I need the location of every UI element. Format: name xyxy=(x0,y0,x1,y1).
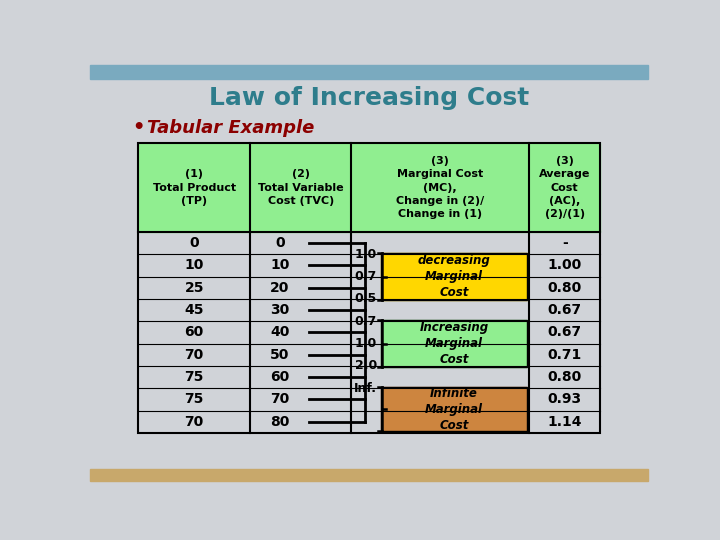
Bar xyxy=(138,143,600,433)
Text: 40: 40 xyxy=(270,326,289,339)
Text: Tabular Example: Tabular Example xyxy=(147,119,314,137)
Text: 75: 75 xyxy=(184,370,204,384)
Text: 0.67: 0.67 xyxy=(548,303,582,317)
Text: Increasing
Marginal
Cost: Increasing Marginal Cost xyxy=(419,321,488,366)
Text: 80: 80 xyxy=(270,415,289,429)
Text: 70: 70 xyxy=(270,393,289,407)
Text: 1.14: 1.14 xyxy=(547,415,582,429)
Text: decreasing
Marginal
Cost: decreasing Marginal Cost xyxy=(418,254,490,299)
Text: 1.0: 1.0 xyxy=(354,337,377,350)
Text: 0.7: 0.7 xyxy=(354,315,377,328)
Bar xyxy=(381,387,527,431)
Text: 0: 0 xyxy=(275,236,284,250)
Text: (3)
Average
Cost
(AC),
(2)/(1): (3) Average Cost (AC), (2)/(1) xyxy=(539,156,590,219)
Text: 45: 45 xyxy=(184,303,204,317)
Text: 60: 60 xyxy=(184,326,204,339)
Bar xyxy=(138,143,600,232)
Text: 20: 20 xyxy=(270,281,289,295)
Text: -: - xyxy=(562,236,567,250)
Text: 75: 75 xyxy=(184,393,204,407)
Bar xyxy=(381,387,527,431)
Text: 50: 50 xyxy=(270,348,289,362)
Text: Law of Increasing Cost: Law of Increasing Cost xyxy=(209,86,529,110)
Text: 0.80: 0.80 xyxy=(548,370,582,384)
Bar xyxy=(90,469,648,481)
Text: •: • xyxy=(132,118,144,138)
Text: Infinite
Marginal
Cost: Infinite Marginal Cost xyxy=(425,387,483,431)
Text: 0.7: 0.7 xyxy=(354,270,377,283)
Text: 1.00: 1.00 xyxy=(548,258,582,272)
Text: 0: 0 xyxy=(189,236,199,250)
Text: 1.0: 1.0 xyxy=(354,248,377,261)
Bar xyxy=(381,253,527,300)
Text: 30: 30 xyxy=(270,303,289,317)
Bar xyxy=(381,320,527,367)
Text: (1)
Total Product
(TP): (1) Total Product (TP) xyxy=(153,170,236,206)
Bar xyxy=(381,320,527,367)
Text: 0.80: 0.80 xyxy=(548,281,582,295)
Text: 10: 10 xyxy=(270,258,289,272)
Bar xyxy=(381,253,527,300)
Text: 0.67: 0.67 xyxy=(548,326,582,339)
Text: 10: 10 xyxy=(184,258,204,272)
Text: 2.0: 2.0 xyxy=(354,360,377,373)
Text: 25: 25 xyxy=(184,281,204,295)
Text: (3)
Marginal Cost
(MC),
Change in (2)/
Change in (1): (3) Marginal Cost (MC), Change in (2)/ C… xyxy=(396,156,485,219)
Bar xyxy=(90,65,648,79)
Text: 60: 60 xyxy=(270,370,289,384)
Text: Inf.: Inf. xyxy=(354,382,377,395)
Text: 0.5: 0.5 xyxy=(354,292,377,306)
Text: 0.71: 0.71 xyxy=(548,348,582,362)
Text: (2)
Total Variable
Cost (TVC): (2) Total Variable Cost (TVC) xyxy=(258,170,343,206)
Text: 70: 70 xyxy=(184,415,204,429)
Text: 70: 70 xyxy=(184,348,204,362)
Text: 0.93: 0.93 xyxy=(548,393,582,407)
